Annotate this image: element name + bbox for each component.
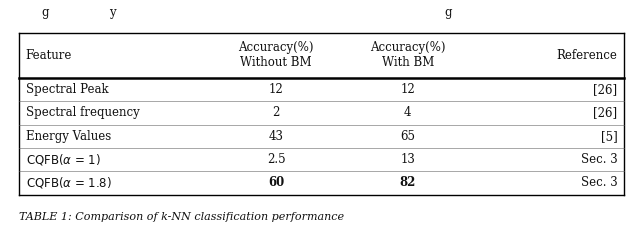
Text: 65: 65 <box>400 130 415 143</box>
Text: 13: 13 <box>401 153 415 166</box>
Text: 60: 60 <box>268 176 284 189</box>
Text: 4: 4 <box>404 106 412 119</box>
Text: [5]: [5] <box>601 130 618 143</box>
Text: 12: 12 <box>269 83 284 96</box>
Text: g: g <box>41 6 49 19</box>
Text: Feature: Feature <box>26 49 72 62</box>
Text: y: y <box>109 6 115 19</box>
Text: [26]: [26] <box>593 106 618 119</box>
Text: 2.5: 2.5 <box>267 153 285 166</box>
Text: 2: 2 <box>273 106 280 119</box>
Text: Energy Values: Energy Values <box>26 130 111 143</box>
Text: Spectral Peak: Spectral Peak <box>26 83 108 96</box>
Text: Sec. 3: Sec. 3 <box>581 153 618 166</box>
Text: Accuracy(%)
Without BM: Accuracy(%) Without BM <box>239 41 314 69</box>
Text: 12: 12 <box>401 83 415 96</box>
Text: [26]: [26] <box>593 83 618 96</box>
Text: g: g <box>444 6 452 19</box>
Text: 43: 43 <box>269 130 284 143</box>
Text: Accuracy(%)
With BM: Accuracy(%) With BM <box>370 41 445 69</box>
Text: CQFB($\alpha$ = 1.8): CQFB($\alpha$ = 1.8) <box>26 176 111 190</box>
Text: TABLE 1: Comparison of k-NN classification performance: TABLE 1: Comparison of k-NN classificati… <box>19 212 344 221</box>
Text: 82: 82 <box>399 176 416 189</box>
Text: Spectral frequency: Spectral frequency <box>26 106 140 119</box>
Text: CQFB($\alpha$ = 1): CQFB($\alpha$ = 1) <box>26 152 100 167</box>
Text: Sec. 3: Sec. 3 <box>581 176 618 189</box>
Text: Reference: Reference <box>557 49 618 62</box>
